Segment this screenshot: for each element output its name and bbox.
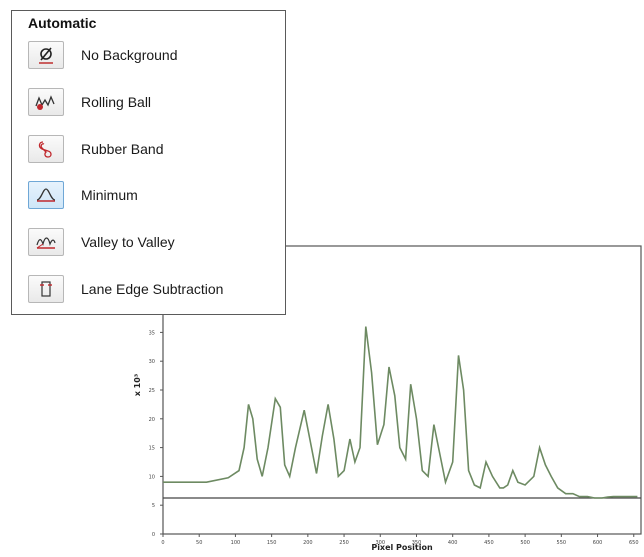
menu-label: Minimum	[81, 187, 138, 203]
valley-to-valley-button[interactable]	[28, 228, 64, 256]
menu-item-rubber-band[interactable]: Rubber Band	[28, 135, 278, 163]
valley-to-valley-icon	[36, 237, 56, 249]
rolling-ball-icon	[35, 95, 55, 110]
rubber-band-button[interactable]	[28, 135, 64, 163]
minimum-button[interactable]	[28, 181, 64, 209]
y-tick-label: 15	[149, 446, 155, 452]
menu-item-lane-edge-subtraction[interactable]: Lane Edge Subtraction	[28, 275, 278, 303]
x-tick-label: 50	[196, 540, 202, 546]
x-tick-label: 150	[267, 540, 277, 546]
menu-label: No Background	[81, 47, 178, 63]
menu-label: Lane Edge Subtraction	[81, 281, 224, 297]
menu-label: Valley to Valley	[81, 234, 175, 250]
menu-label: Rubber Band	[81, 141, 164, 157]
y-tick-label: 35	[149, 330, 155, 336]
menu-item-valley-to-valley[interactable]: Valley to Valley	[28, 228, 278, 256]
minimum-icon	[36, 188, 56, 202]
y-tick-label: 20	[149, 417, 155, 423]
x-tick-label: 300	[375, 540, 385, 546]
x-tick-label: 650	[629, 540, 639, 546]
x-tick-label: 400	[448, 540, 458, 546]
menu-label: Rolling Ball	[81, 94, 152, 110]
x-tick-label: 250	[339, 540, 349, 546]
rolling-ball-button[interactable]	[28, 88, 64, 116]
y-tick-label: 5	[152, 503, 155, 509]
x-axis: 0 50 100 150 200 250 300 350 400 450 500 550 600 650	[161, 534, 639, 546]
lane-edge-subtraction-button[interactable]	[28, 275, 64, 303]
menu-item-no-background[interactable]: No Background	[28, 41, 278, 69]
no-background-icon	[39, 47, 53, 64]
lane-edge-subtraction-icon	[40, 281, 52, 297]
intensity-profile-line	[163, 326, 638, 499]
x-tick-label: 0	[161, 540, 164, 546]
y-tick-label: 0	[152, 532, 155, 538]
y-tick-label: 30	[149, 359, 155, 365]
background-method-panel: Automatic No Background Rolling Ball Rub…	[11, 10, 286, 315]
rubber-band-icon	[38, 141, 52, 158]
x-axis-label: Pixel Position	[371, 543, 433, 552]
x-tick-label: 550	[557, 540, 567, 546]
panel-title: Automatic	[28, 15, 97, 31]
x-tick-label: 200	[303, 540, 313, 546]
no-background-button[interactable]	[28, 41, 64, 69]
y-axis-label: x 10³	[133, 373, 142, 396]
x-tick-label: 450	[484, 540, 494, 546]
menu-item-minimum[interactable]: Minimum	[28, 181, 278, 209]
x-tick-label: 600	[593, 540, 603, 546]
y-tick-label: 25	[149, 388, 155, 394]
x-tick-label: 500	[520, 540, 530, 546]
x-tick-label: 100	[231, 540, 241, 546]
y-tick-label: 10	[149, 474, 155, 480]
menu-item-rolling-ball[interactable]: Rolling Ball	[28, 88, 278, 116]
x-tick-label: 350	[412, 540, 422, 546]
